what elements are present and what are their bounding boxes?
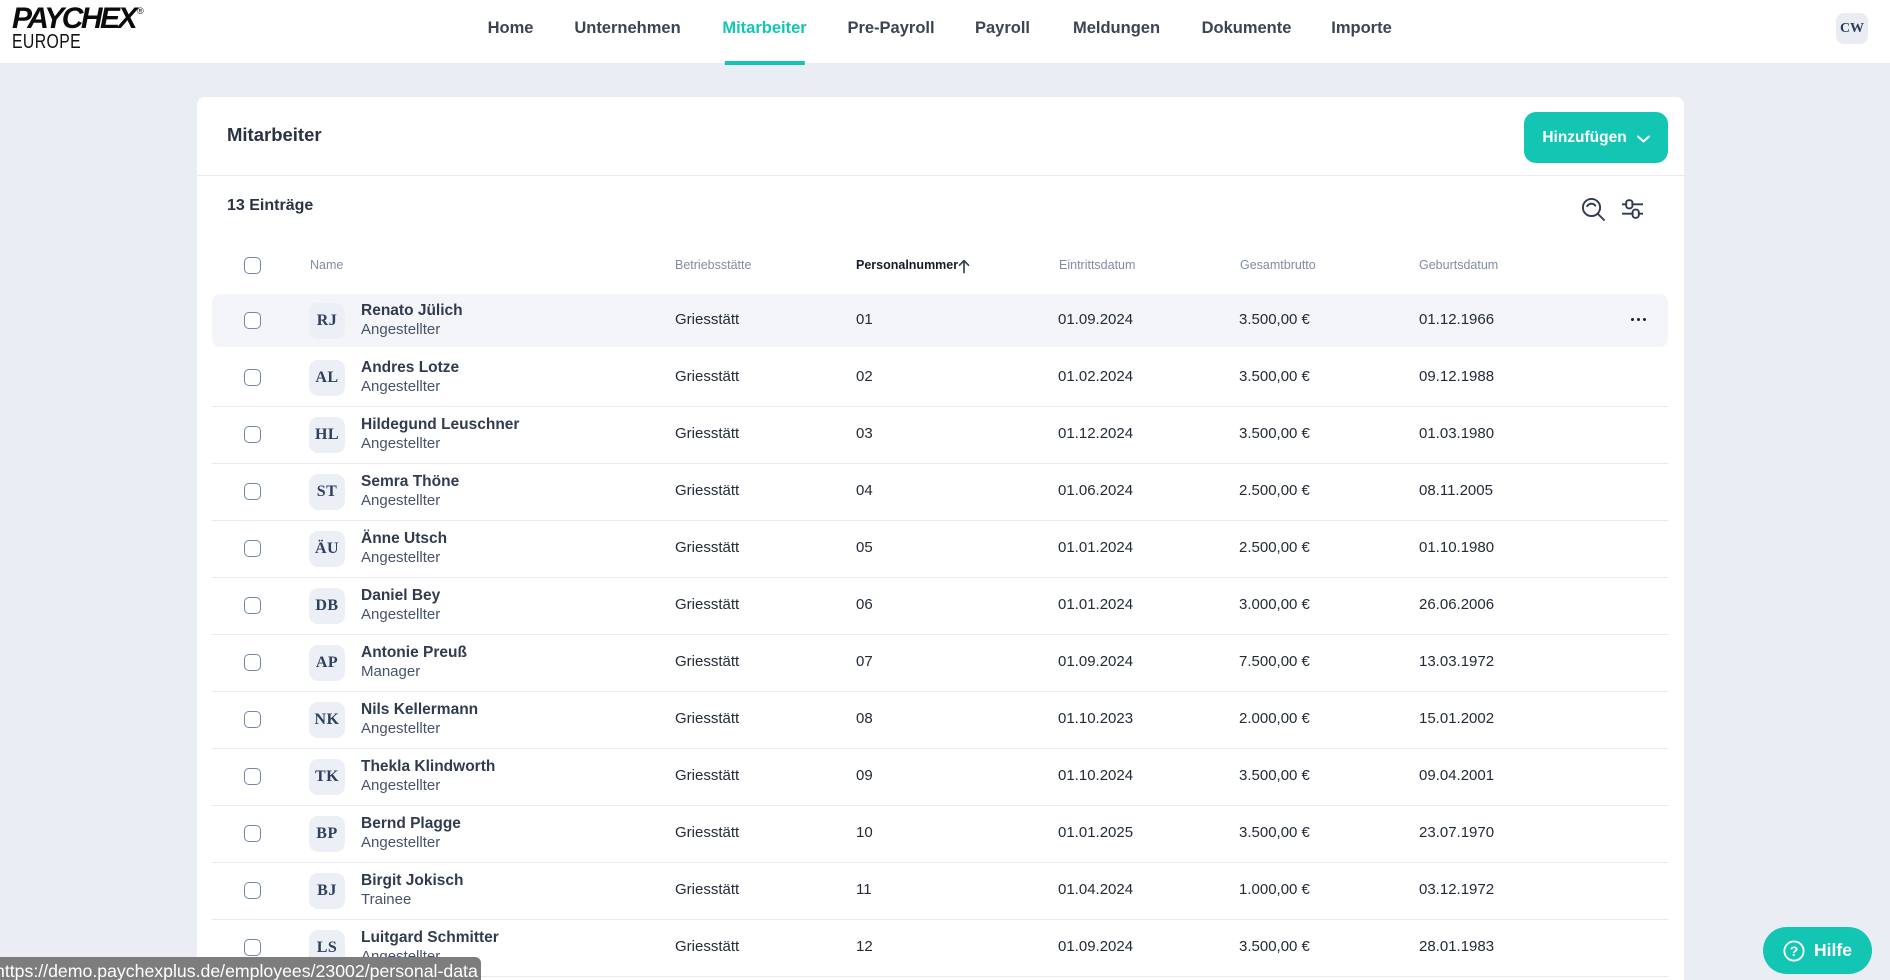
svg-text:?: ? [1790, 943, 1799, 959]
